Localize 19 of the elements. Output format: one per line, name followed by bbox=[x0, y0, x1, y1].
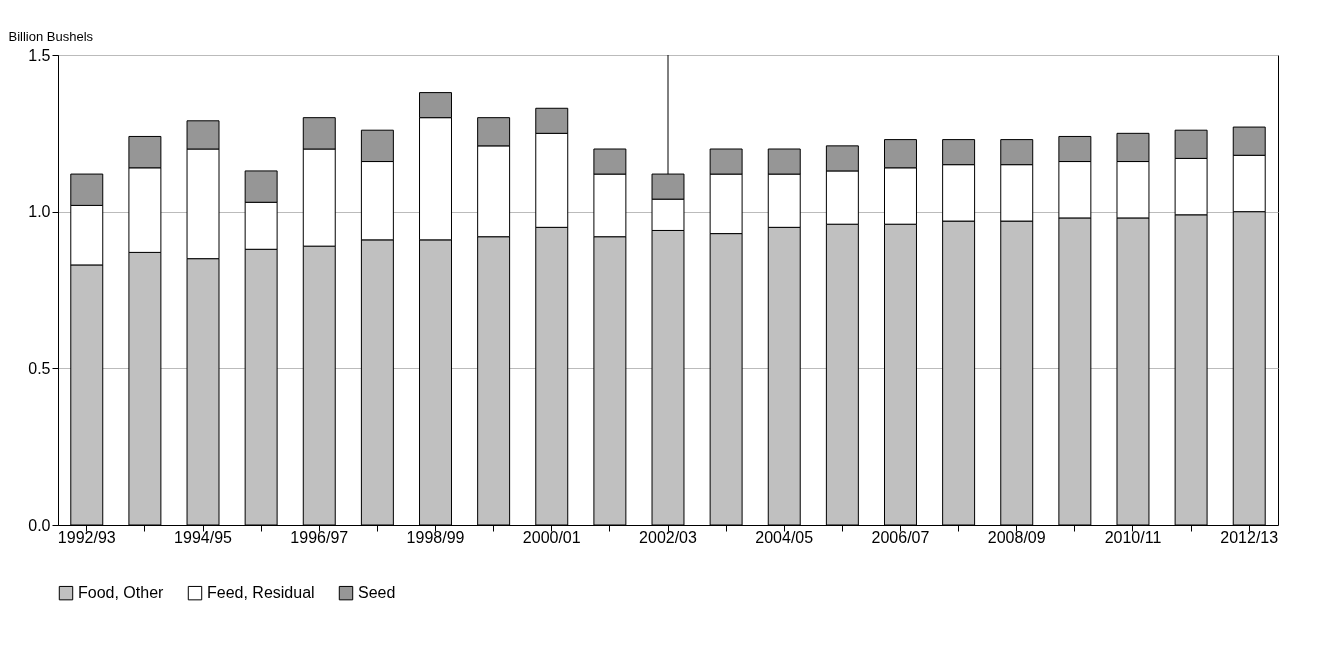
x-tick-label: 2002/03 bbox=[639, 528, 698, 546]
x-tick-label: 2004/05 bbox=[755, 528, 814, 546]
x-tick-label: 2006/07 bbox=[871, 528, 930, 546]
legend-label: Feed, Residual bbox=[207, 584, 315, 602]
x-tick-label: 2010/11 bbox=[1104, 528, 1162, 546]
legend-label: Seed bbox=[358, 584, 396, 602]
x-tick-label: 1992/93 bbox=[57, 528, 116, 546]
x-tick-label: 1998/99 bbox=[406, 528, 465, 546]
legend-label: Food, Other bbox=[78, 584, 165, 602]
x-tick-label: 1994/95 bbox=[174, 528, 233, 546]
x-tick-label: 2008/09 bbox=[987, 528, 1046, 546]
y-tick-label: 1.5 bbox=[28, 46, 51, 64]
y-tick-label: 0.5 bbox=[28, 359, 51, 377]
x-tick-label: 1996/97 bbox=[290, 528, 349, 546]
x-tick-label: 2000/01 bbox=[522, 528, 581, 546]
y-tick-label: 1.0 bbox=[28, 203, 51, 221]
x-tick-label: 2012/13 bbox=[1220, 528, 1279, 546]
y-axis-title: Billion Bushels bbox=[8, 28, 94, 44]
y-tick-label: 0.0 bbox=[28, 516, 51, 534]
